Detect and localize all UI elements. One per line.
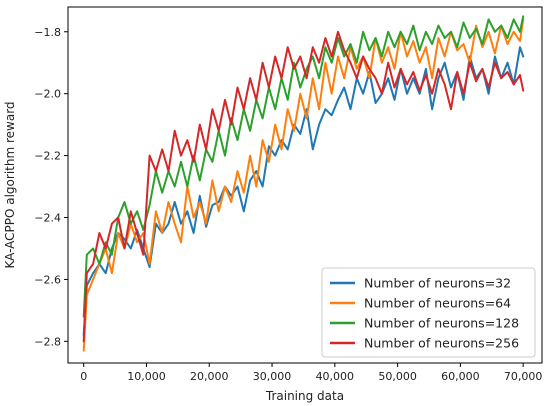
legend-label-0: Number of neurons=32 — [364, 276, 511, 291]
x-tick-label: 30,000 — [253, 370, 292, 383]
y-tick-label: −2.8 — [34, 335, 61, 348]
x-tick-label: 40,000 — [316, 370, 355, 383]
legend-label-1: Number of neurons=64 — [364, 296, 511, 311]
series-line-0 — [82, 46, 525, 337]
legend-label-2: Number of neurons=128 — [364, 316, 519, 331]
y-tick-label: −1.8 — [34, 26, 61, 39]
y-axis: −2.8 −2.6 −2.4 −2.2 −2.0 −1.8 — [34, 26, 68, 348]
x-tick-label: 60,000 — [441, 370, 480, 383]
y-tick-label: −2.6 — [34, 273, 61, 286]
series-line-2 — [82, 15, 525, 318]
x-axis-label: Training data — [265, 389, 344, 403]
x-tick-label: 50,000 — [378, 370, 417, 383]
plot-frame — [67, 6, 543, 364]
x-axis: 0 10,000 20,000 30,000 40,000 50,000 60,000 70,… — [80, 363, 542, 383]
x-tick-label: 10,000 — [127, 370, 166, 383]
legend: Number of neurons=32 Number of neurons=64… — [321, 267, 536, 358]
y-tick-label: −2.2 — [34, 150, 61, 163]
x-tick-label: 20,000 — [190, 370, 229, 383]
legend-label-3: Number of neurons=256 — [364, 336, 519, 351]
series-layer — [82, 15, 525, 352]
x-tick-label: 70,000 — [504, 370, 543, 383]
y-tick-label: −2.0 — [34, 88, 61, 101]
y-tick-label: −2.4 — [34, 212, 61, 225]
series-line-3 — [82, 30, 525, 343]
x-tick-label: 0 — [80, 370, 87, 383]
y-axis-label: KA-ACPPO algorithm reward — [3, 101, 17, 268]
legend-box — [321, 267, 536, 358]
